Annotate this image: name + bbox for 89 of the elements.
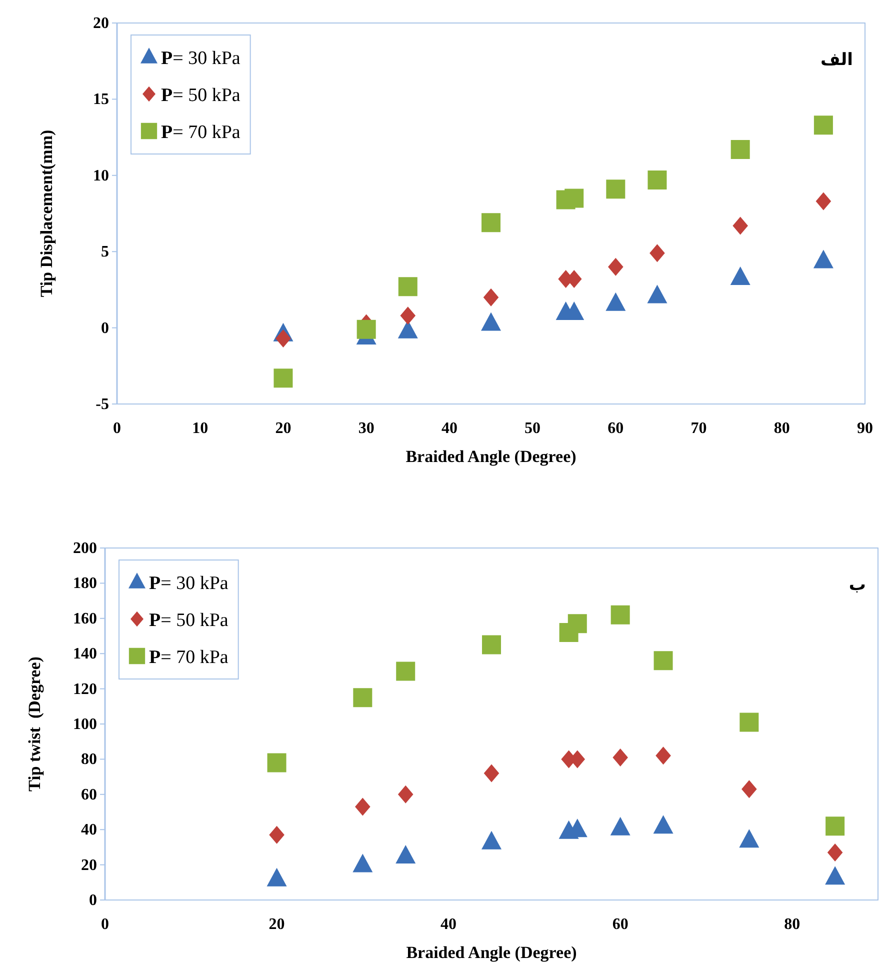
point [825,866,846,885]
point [610,605,630,624]
point [398,785,414,804]
point [355,798,370,816]
y-axis-title: Tip twist (Degree) [25,656,44,792]
y-tick-label: 0 [89,892,97,909]
point [612,748,628,766]
point [653,815,674,834]
point [398,277,418,296]
point [656,746,671,765]
y-tick-label: 0 [101,320,109,337]
y-tick-label: -5 [96,396,109,413]
x-tick-label: 20 [275,420,292,437]
legend-label: P= 50 kPa [161,85,241,106]
y-tick-label: 200 [73,540,97,557]
point [648,170,667,190]
y-tick-label: 60 [81,786,97,804]
y-tick-label: 20 [81,856,97,874]
point [269,826,284,844]
point [564,188,584,208]
y-tick-label: 5 [101,244,109,261]
y-axis-title: Tip Displacement(mm) [37,130,56,298]
annotation: الف [820,50,853,70]
x-tick-label: 40 [440,916,457,933]
x-tick-label: 80 [784,916,800,933]
point [267,753,286,772]
point [481,312,501,331]
point [816,192,832,210]
x-axis-title: Braided Angle (Degree) [406,447,576,466]
x-tick-label: 0 [113,420,121,437]
point [739,829,760,848]
point [610,816,630,836]
y-tick-label: 120 [73,680,97,698]
y-tick-label: 10 [93,167,109,184]
point [654,651,673,670]
point [568,614,587,634]
point [826,816,845,836]
point [352,854,373,872]
x-tick-label: 30 [358,420,374,437]
y-tick-label: 180 [73,575,97,592]
y-tick-label: 140 [73,646,97,663]
x-tick-label: 90 [857,420,873,437]
point [608,258,624,276]
point [647,284,668,304]
x-tick-label: 20 [268,916,285,933]
x-tick-label: 70 [690,420,707,437]
y-tick-label: 100 [73,716,97,733]
point [742,780,757,798]
point [606,292,626,311]
y-tick-label: 40 [81,822,97,839]
point [732,216,748,235]
legend-label: P= 50 kPa [149,610,229,631]
x-tick-label: 50 [524,420,541,437]
x-tick-label: 60 [612,916,628,933]
point [276,329,291,348]
point [274,368,293,388]
point [740,712,759,732]
point [400,306,416,325]
point [266,868,287,886]
x-tick-label: 40 [441,420,458,437]
point [482,635,501,654]
point [730,140,750,159]
annotation: ب [848,575,866,595]
point [650,244,665,262]
point [484,764,500,782]
y-tick-label: 15 [93,91,109,108]
y-tick-label: 20 [93,15,109,32]
point [827,843,843,862]
point [813,250,834,268]
point [730,266,750,286]
legend-label: P= 70 kPa [149,647,229,668]
x-tick-label: 60 [608,420,624,437]
y-tick-label: 80 [81,751,97,768]
point [356,320,376,339]
point [396,662,416,681]
y-tick-label: 160 [73,610,97,628]
x-tick-label: 80 [774,420,790,437]
point [353,688,372,708]
point [482,830,502,850]
point [483,288,499,306]
point [482,213,500,232]
x-tick-label: 10 [192,420,208,437]
legend-label: P= 70 kPa [161,122,241,143]
x-axis-title: Braided Angle (Degree) [406,943,577,962]
point [396,845,416,864]
legend-label: P= 30 kPa [149,573,229,594]
point [814,116,833,135]
point [606,180,626,199]
legend-label: P= 30 kPa [161,48,241,69]
